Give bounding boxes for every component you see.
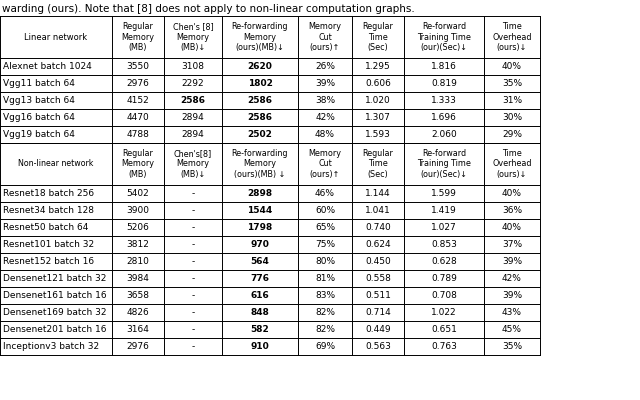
Text: 1.027: 1.027 <box>431 223 457 232</box>
Text: 0.511: 0.511 <box>365 291 391 300</box>
Text: 1.022: 1.022 <box>431 308 457 317</box>
Text: 40%: 40% <box>502 62 522 71</box>
Text: Chen's [8]
Memory
(MB)↓: Chen's [8] Memory (MB)↓ <box>173 22 213 52</box>
Text: Time
Overhead
(ours)↓: Time Overhead (ours)↓ <box>492 22 532 52</box>
Text: 0.853: 0.853 <box>431 240 457 249</box>
Text: Re-forward
Training Time
(our)(Sec)↓: Re-forward Training Time (our)(Sec)↓ <box>417 22 471 52</box>
Text: 3812: 3812 <box>127 240 149 249</box>
Text: -: - <box>191 189 195 198</box>
Text: Densenet169 batch 32: Densenet169 batch 32 <box>3 308 106 317</box>
Text: -: - <box>191 257 195 266</box>
Text: 910: 910 <box>251 342 269 351</box>
Text: -: - <box>191 206 195 215</box>
Text: 0.763: 0.763 <box>431 342 457 351</box>
Text: 75%: 75% <box>315 240 335 249</box>
Text: Regular
Memory
(MB): Regular Memory (MB) <box>122 22 154 52</box>
Text: 3984: 3984 <box>127 274 149 283</box>
Text: Vgg16 batch 64: Vgg16 batch 64 <box>3 113 75 122</box>
Text: 2898: 2898 <box>248 189 273 198</box>
Text: 1.816: 1.816 <box>431 62 457 71</box>
Text: 2620: 2620 <box>248 62 273 71</box>
Text: 0.624: 0.624 <box>365 240 391 249</box>
Text: 1.696: 1.696 <box>431 113 457 122</box>
Text: -: - <box>191 325 195 334</box>
Text: 29%: 29% <box>502 130 522 139</box>
Text: -: - <box>191 274 195 283</box>
Text: 3550: 3550 <box>127 62 150 71</box>
Text: 36%: 36% <box>502 206 522 215</box>
Text: Alexnet batch 1024: Alexnet batch 1024 <box>3 62 92 71</box>
Text: 4152: 4152 <box>127 96 149 105</box>
Text: Re-forwarding
Memory
(ours)(MB)↓: Re-forwarding Memory (ours)(MB)↓ <box>232 22 288 52</box>
Text: -: - <box>191 342 195 351</box>
Text: 2502: 2502 <box>248 130 273 139</box>
Text: 65%: 65% <box>315 223 335 232</box>
Text: 35%: 35% <box>502 79 522 88</box>
Text: 3658: 3658 <box>127 291 150 300</box>
Text: Resnet34 batch 128: Resnet34 batch 128 <box>3 206 94 215</box>
Text: 0.450: 0.450 <box>365 257 391 266</box>
Text: 26%: 26% <box>315 62 335 71</box>
Text: 0.606: 0.606 <box>365 79 391 88</box>
Text: Vgg13 batch 64: Vgg13 batch 64 <box>3 96 75 105</box>
Text: Non-linear network: Non-linear network <box>19 160 93 168</box>
Text: Inceptionv3 batch 32: Inceptionv3 batch 32 <box>3 342 99 351</box>
Text: Resnet152 batch 16: Resnet152 batch 16 <box>3 257 94 266</box>
Text: 1.599: 1.599 <box>431 189 457 198</box>
Text: -: - <box>191 308 195 317</box>
Text: Re-forward
Training Time
(our)(Sec)↓: Re-forward Training Time (our)(Sec)↓ <box>417 149 471 179</box>
Text: 82%: 82% <box>315 308 335 317</box>
Text: 40%: 40% <box>502 223 522 232</box>
Text: 0.558: 0.558 <box>365 274 391 283</box>
Text: 42%: 42% <box>315 113 335 122</box>
Text: 2586: 2586 <box>248 113 273 122</box>
Text: 0.789: 0.789 <box>431 274 457 283</box>
Text: 0.740: 0.740 <box>365 223 391 232</box>
Text: Resnet18 batch 256: Resnet18 batch 256 <box>3 189 94 198</box>
Text: 48%: 48% <box>315 130 335 139</box>
Text: 39%: 39% <box>502 257 522 266</box>
Text: 4470: 4470 <box>127 113 149 122</box>
Text: 30%: 30% <box>502 113 522 122</box>
Text: 1.593: 1.593 <box>365 130 391 139</box>
Text: 46%: 46% <box>315 189 335 198</box>
Text: -: - <box>191 291 195 300</box>
Text: 5206: 5206 <box>127 223 149 232</box>
Text: -: - <box>191 223 195 232</box>
Text: 81%: 81% <box>315 274 335 283</box>
Text: Densenet121 batch 32: Densenet121 batch 32 <box>3 274 106 283</box>
Text: 42%: 42% <box>502 274 522 283</box>
Text: 3108: 3108 <box>182 62 205 71</box>
Text: 1802: 1802 <box>248 79 273 88</box>
Text: 1.295: 1.295 <box>365 62 391 71</box>
Text: Chen's[8]
Memory
(MB)↓: Chen's[8] Memory (MB)↓ <box>174 149 212 179</box>
Text: 31%: 31% <box>502 96 522 105</box>
Text: 0.563: 0.563 <box>365 342 391 351</box>
Text: 4826: 4826 <box>127 308 149 317</box>
Text: 38%: 38% <box>315 96 335 105</box>
Text: Densenet201 batch 16: Densenet201 batch 16 <box>3 325 106 334</box>
Text: 45%: 45% <box>502 325 522 334</box>
Text: 848: 848 <box>251 308 269 317</box>
Text: 776: 776 <box>250 274 269 283</box>
Text: Regular
Memory
(MB): Regular Memory (MB) <box>122 149 154 179</box>
Text: Re-forwarding
Memory
(ours)(MB) ↓: Re-forwarding Memory (ours)(MB) ↓ <box>232 149 288 179</box>
Text: 5402: 5402 <box>127 189 149 198</box>
Text: 35%: 35% <box>502 342 522 351</box>
Text: 2976: 2976 <box>127 79 149 88</box>
Text: 0.708: 0.708 <box>431 291 457 300</box>
Text: Regular
Time
(Sec): Regular Time (Sec) <box>363 22 394 52</box>
Text: 0.651: 0.651 <box>431 325 457 334</box>
Text: 82%: 82% <box>315 325 335 334</box>
Text: 69%: 69% <box>315 342 335 351</box>
Text: 1.144: 1.144 <box>365 189 391 198</box>
Text: 1.041: 1.041 <box>365 206 391 215</box>
Text: 83%: 83% <box>315 291 335 300</box>
Text: -: - <box>191 240 195 249</box>
Text: 2292: 2292 <box>182 79 204 88</box>
Text: 4788: 4788 <box>127 130 149 139</box>
Text: 616: 616 <box>251 291 269 300</box>
Text: Resnet50 batch 64: Resnet50 batch 64 <box>3 223 88 232</box>
Text: 1.307: 1.307 <box>365 113 391 122</box>
Text: 1798: 1798 <box>248 223 273 232</box>
